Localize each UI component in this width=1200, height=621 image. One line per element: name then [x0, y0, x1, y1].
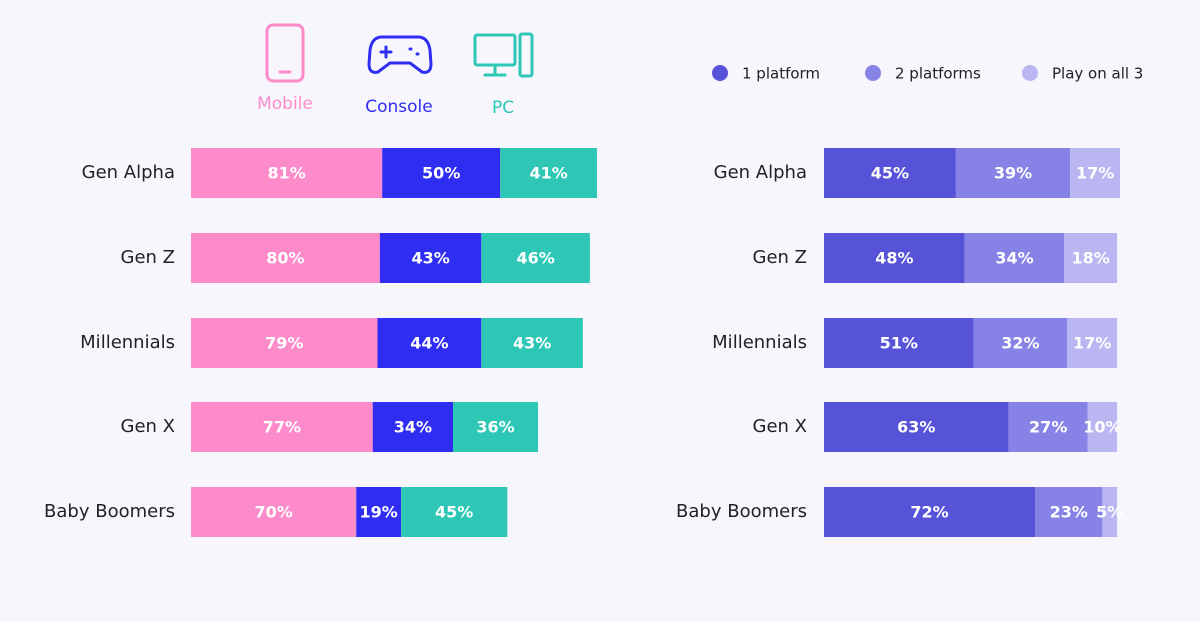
- bar-segment: [481, 233, 590, 283]
- value-label: 63%: [897, 418, 935, 437]
- value-label: 27%: [1029, 418, 1067, 437]
- value-label: 45%: [871, 164, 909, 183]
- legend-label: Mobile: [257, 94, 313, 114]
- bar-segment: [1102, 487, 1118, 537]
- value-label: 43%: [513, 334, 551, 353]
- value-label: 79%: [265, 334, 303, 353]
- bar-segment: [1035, 487, 1103, 537]
- value-label: 36%: [476, 418, 514, 437]
- category-label: Gen X: [121, 416, 175, 437]
- value-label: 80%: [266, 249, 304, 268]
- bar-segment: [973, 318, 1068, 368]
- value-label: 77%: [263, 418, 301, 437]
- platform-icons: [265, 23, 534, 83]
- value-label: 81%: [267, 164, 305, 183]
- value-label: 23%: [1050, 503, 1088, 522]
- console-icon-detail: [379, 45, 420, 59]
- bar-segment: [955, 148, 1071, 198]
- bar-segment: [1064, 233, 1118, 283]
- legend-marker: [712, 65, 728, 81]
- bar-segment: [481, 318, 583, 368]
- bar-segment: [191, 487, 357, 537]
- value-label: 51%: [880, 334, 918, 353]
- bar-segment: [824, 402, 1009, 452]
- bar-segment: [401, 487, 508, 537]
- value-label: 50%: [422, 164, 460, 183]
- value-label: 10%: [1083, 418, 1121, 437]
- bar-segment: [191, 318, 378, 368]
- value-label: 17%: [1073, 334, 1111, 353]
- bar-segment: [824, 487, 1036, 537]
- legend-label: Console: [365, 97, 433, 117]
- value-label: 32%: [1001, 334, 1039, 353]
- value-label: 19%: [360, 503, 398, 522]
- bar-segment: [1067, 318, 1118, 368]
- bar-segment: [1008, 402, 1088, 452]
- category-label: Gen Z: [753, 247, 807, 268]
- bar-segment: [453, 402, 538, 452]
- value-label: 72%: [910, 503, 948, 522]
- console-icon: [367, 35, 433, 74]
- value-label: 45%: [435, 503, 473, 522]
- value-label: 5%: [1096, 503, 1123, 522]
- value-label: 70%: [254, 503, 292, 522]
- bar-segment: [824, 318, 974, 368]
- bar-segment: [964, 233, 1065, 283]
- category-label: Millennials: [80, 332, 175, 353]
- legend-label: 1 platform: [742, 65, 820, 83]
- legend-marker: [865, 65, 881, 81]
- legend-label: 2 platforms: [895, 65, 981, 83]
- category-label: Baby Boomers: [44, 501, 175, 522]
- bar-segment: [500, 148, 597, 198]
- bar-segment: [191, 402, 373, 452]
- bar-segment: [191, 233, 380, 283]
- legend-label: PC: [492, 98, 514, 118]
- bar-segment: [1070, 148, 1120, 198]
- mobile-icon: [265, 23, 305, 83]
- value-label: 48%: [875, 249, 913, 268]
- value-label: 17%: [1076, 164, 1114, 183]
- bar-segment: [372, 402, 454, 452]
- value-label: 18%: [1072, 249, 1110, 268]
- category-label: Gen Z: [121, 247, 175, 268]
- value-label: 34%: [394, 418, 432, 437]
- category-label: Gen Alpha: [82, 162, 175, 183]
- category-label: Gen Alpha: [714, 162, 807, 183]
- value-label: 34%: [995, 249, 1033, 268]
- bar-segment: [824, 233, 965, 283]
- bar-segment: [377, 318, 482, 368]
- legend-label: Play on all 3: [1052, 65, 1143, 83]
- value-label: 39%: [994, 164, 1032, 183]
- value-label: 44%: [410, 334, 448, 353]
- value-label: 46%: [516, 249, 554, 268]
- value-label: 41%: [529, 164, 567, 183]
- value-label: 43%: [411, 249, 449, 268]
- pc-stand-icon: [483, 63, 507, 77]
- category-label: Baby Boomers: [676, 501, 807, 522]
- category-label: Millennials: [712, 332, 807, 353]
- pc-tower-icon: [518, 32, 534, 78]
- bar-segment: [379, 233, 482, 283]
- bar-segment: [191, 148, 383, 198]
- bar-segment: [356, 487, 402, 537]
- bar-segment: [1087, 402, 1118, 452]
- bar-segment: [824, 148, 956, 198]
- bar-segment: [382, 148, 501, 198]
- category-label: Gen X: [753, 416, 807, 437]
- legend-marker: [1022, 65, 1038, 81]
